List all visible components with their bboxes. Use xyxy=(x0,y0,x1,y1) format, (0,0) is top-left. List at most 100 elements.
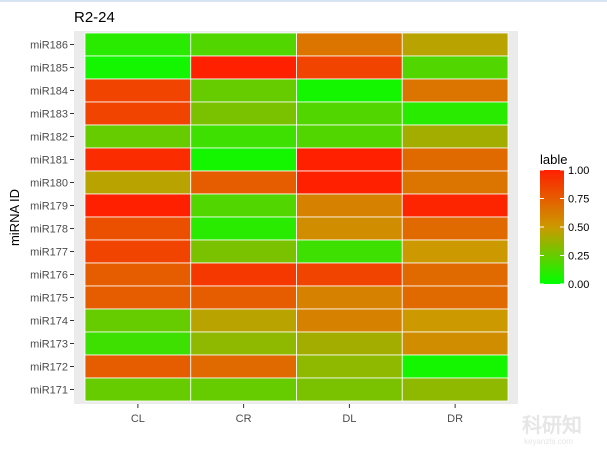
heatmap-cell xyxy=(401,354,509,379)
x-axis-ticks: CL CR DL DR xyxy=(131,404,463,425)
y-tick-label: miR178 xyxy=(30,224,68,236)
heatmap-cell xyxy=(401,193,509,218)
heatmap-cell xyxy=(84,239,192,264)
x-tick-label: CL xyxy=(131,413,145,425)
heatmap-cell xyxy=(401,331,509,356)
heatmap-cell xyxy=(296,78,403,103)
heatmap-cell xyxy=(296,101,403,126)
heatmap-cell xyxy=(84,285,192,310)
heatmap-cell xyxy=(84,262,192,287)
heatmap-cell xyxy=(401,78,509,103)
heatmap-cell xyxy=(296,354,403,379)
x-tick-label: DR xyxy=(447,413,463,425)
heatmap-cell xyxy=(296,193,403,218)
heatmap-cell xyxy=(84,170,192,195)
heatmap-cell xyxy=(190,193,297,218)
heatmap-cell xyxy=(296,331,403,356)
y-tick-label: miR184 xyxy=(30,86,68,98)
heatmap-cell xyxy=(190,124,297,149)
heatmap-cell xyxy=(84,55,192,80)
y-tick-label: miR172 xyxy=(30,362,68,374)
heatmap-cell xyxy=(296,285,403,310)
heatmap-cell xyxy=(190,170,297,195)
x-tick-label: CR xyxy=(236,413,252,425)
heatmap-cell xyxy=(401,101,509,126)
heatmap-cell xyxy=(190,216,297,241)
legend-tick-label: 0.50 xyxy=(568,222,589,234)
heatmap-cell xyxy=(296,55,403,80)
legend-ticks: 0.00 0.25 0.50 0.75 1.00 xyxy=(540,165,589,291)
heatmap-cell xyxy=(296,262,403,287)
legend-tick-label: 0.00 xyxy=(568,279,589,291)
legend-tick-label: 0.75 xyxy=(568,194,589,206)
y-tick-label: miR176 xyxy=(30,270,68,282)
heatmap-cell xyxy=(190,308,297,333)
heatmap-cell xyxy=(296,377,403,402)
heatmap-cell xyxy=(401,124,509,149)
heatmap-cell xyxy=(401,239,509,264)
heatmap-cell xyxy=(401,147,509,172)
heatmap-cell xyxy=(401,55,509,80)
heatmap-cell xyxy=(296,308,403,333)
x-tick-label: DL xyxy=(342,413,356,425)
heatmap-cell xyxy=(84,78,192,103)
heatmap-cell xyxy=(296,170,403,195)
watermark-subtext: keyanzhi.com xyxy=(524,437,573,446)
y-tick-label: miR183 xyxy=(30,109,68,121)
heatmap-cell xyxy=(190,78,297,103)
heatmap-cell xyxy=(190,239,297,264)
watermark-text: 科研知 xyxy=(522,413,582,437)
heatmap-cell xyxy=(190,377,297,402)
y-tick-label: miR177 xyxy=(30,247,68,259)
heatmap-cell xyxy=(401,377,509,402)
heatmap-cell xyxy=(84,101,192,126)
watermark: 科研知 keyanzhi.com xyxy=(522,413,582,446)
heatmap-cell xyxy=(190,147,297,172)
heatmap-cell xyxy=(84,32,192,57)
heatmap-cell xyxy=(84,124,192,149)
y-tick-label: miR173 xyxy=(30,339,68,351)
legend-tick-label: 1.00 xyxy=(568,165,589,177)
heatmap-cell xyxy=(296,32,403,57)
heatmap-cell xyxy=(401,216,509,241)
heatmap-cell xyxy=(190,285,297,310)
heatmap-cell xyxy=(190,32,297,57)
heatmap-cell xyxy=(190,262,297,287)
heatmap-cell xyxy=(401,308,509,333)
heatmap-cell xyxy=(296,216,403,241)
heatmap-cell xyxy=(84,354,192,379)
y-tick-label: miR175 xyxy=(30,293,68,305)
y-tick-label: miR181 xyxy=(30,155,68,167)
heatmap-cell xyxy=(296,147,403,172)
y-tick-label: miR180 xyxy=(30,178,68,190)
y-tick-label: miR185 xyxy=(30,63,68,75)
heatmap-cell xyxy=(401,32,509,57)
heatmap-cell xyxy=(190,354,297,379)
heatmap-cell xyxy=(190,55,297,80)
heatmap-cell xyxy=(84,147,192,172)
heatmap-cell xyxy=(401,170,509,195)
top-rule xyxy=(0,0,607,2)
legend-title: lable xyxy=(540,152,567,167)
heatmap-cell xyxy=(84,308,192,333)
y-tick-label: miR174 xyxy=(30,316,68,328)
y-axis-ticks: miR186 miR185 miR184 miR183 miR182 miR181 miR1… xyxy=(30,40,74,397)
heatmap-cell xyxy=(401,285,509,310)
heatmap-cell xyxy=(401,262,509,287)
y-tick-label: miR179 xyxy=(30,201,68,213)
heatmap-cell xyxy=(84,216,192,241)
heatmap-cell xyxy=(296,239,403,264)
heatmap-cell xyxy=(190,101,297,126)
heatmap-cell xyxy=(190,331,297,356)
y-tick-label: miR171 xyxy=(30,385,68,397)
heatmap-cell xyxy=(296,124,403,149)
heatmap-cells xyxy=(84,32,509,402)
chart-title: R2-24 xyxy=(74,9,115,26)
y-tick-label: miR186 xyxy=(30,40,68,52)
heatmap-cell xyxy=(84,377,192,402)
heatmap-cell xyxy=(84,193,192,218)
legend-tick-label: 0.25 xyxy=(568,251,589,263)
y-tick-label: miR182 xyxy=(30,132,68,144)
heatmap-cell xyxy=(84,331,192,356)
